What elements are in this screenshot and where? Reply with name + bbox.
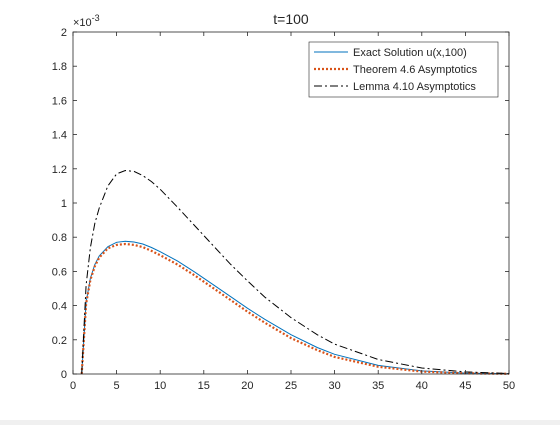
legend-label-2: Theorem 4.6 Asymptotics [353, 64, 478, 76]
y-tick-label: 0 [61, 369, 67, 381]
y-tick-label: 1.6 [52, 95, 67, 107]
x-tick-label: 5 [114, 380, 120, 392]
y-tick-label: 1 [61, 198, 67, 210]
y-tick-label: 0.6 [52, 266, 67, 278]
chart-title: t=100 [273, 11, 309, 27]
y-exponent-label: ×10-3 [73, 13, 100, 29]
x-tick-label: 15 [198, 380, 210, 392]
y-tick-label: 1.4 [52, 130, 67, 142]
x-tick-label: 10 [154, 380, 166, 392]
x-tick-label: 25 [285, 380, 297, 392]
series-line-1 [81, 240, 510, 375]
legend-box [308, 41, 499, 98]
x-tick-label: 40 [416, 380, 428, 392]
y-tick-label: 1.8 [52, 61, 67, 73]
y-exponent-base: ×10 [73, 17, 92, 29]
x-tick-label: 50 [503, 380, 515, 392]
y-tick-label: 2 [61, 27, 67, 39]
x-tick-label: 20 [241, 380, 253, 392]
x-tick-label: 45 [459, 380, 471, 392]
series-line-2 [80, 242, 510, 375]
x-tick-label: 0 [70, 380, 76, 392]
series-line-3 [81, 169, 510, 375]
y-tick-label: 0.8 [52, 232, 67, 244]
legend-label-1: Exact Solution u(x,100) [353, 47, 467, 59]
legend: Exact Solution u(x,100) Theorem 4.6 Asymp… [308, 41, 499, 98]
x-tick-label: 35 [372, 380, 384, 392]
x-tick-label: 30 [328, 380, 340, 392]
y-tick-label: 0.4 [52, 301, 67, 313]
y-exponent-power: -3 [92, 13, 100, 23]
y-tick-label: 1.2 [52, 164, 67, 176]
legend-label-3: Lemma 4.10 Asymptotics [353, 81, 476, 93]
y-tick-label: 0.2 [52, 335, 67, 347]
